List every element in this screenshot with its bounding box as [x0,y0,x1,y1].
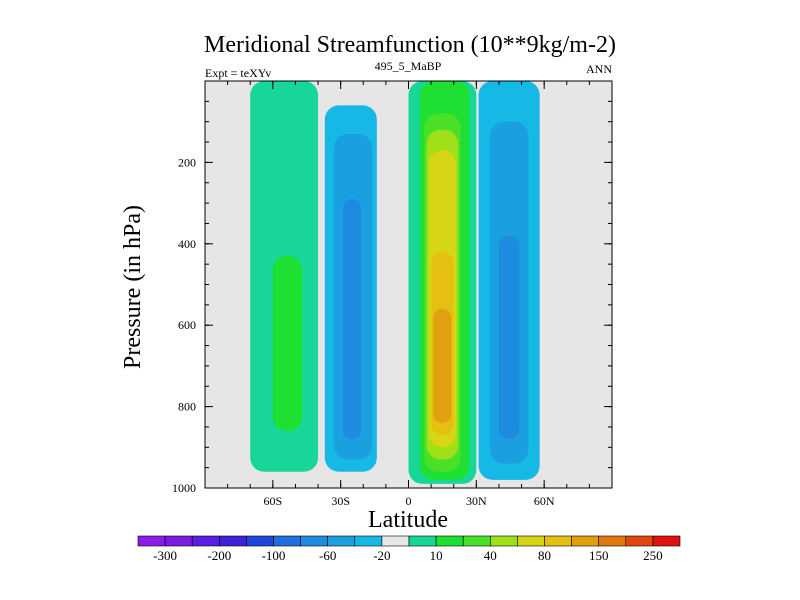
colorbar-label: -200 [207,548,231,563]
y-tick-label: 1000 [172,481,196,495]
colorbar-box [354,535,383,547]
y-tick-label: 600 [178,318,196,332]
y-tick-label: 400 [178,237,196,251]
colorbar-box [191,535,220,547]
colorbar-box [164,535,193,547]
plot-area [205,81,612,488]
colorbar-label: -20 [373,548,390,563]
chart-title: Meridional Streamfunction (10**9kg/m-2) [204,32,616,58]
x-axis-label: Latitude [368,507,448,533]
y-tick-label: 800 [178,400,196,414]
colorbar-box [598,535,627,547]
subtitle-left: Expt = teXYv [205,66,271,80]
subtitle-center: 495_5_MaBP [375,59,442,73]
contour-tropics-positive-core [433,308,452,423]
colorbar-label: 10 [430,548,443,563]
colorbar-label: -60 [319,548,336,563]
contour-nh-negative-inner [498,235,520,440]
x-tick-label: 0 [406,494,412,508]
x-tick-label: 30S [331,494,350,508]
colorbar-box [408,535,437,547]
contour-sh-negative-inner [342,199,362,440]
colorbar-label: 80 [538,548,551,563]
colorbar-box [137,535,166,547]
colorbar-label: 250 [643,548,663,563]
colorbar: -300 -200 -100 -60 -20 10 40 80 150 250 [137,535,681,563]
subtitle-right: ANN [586,62,612,76]
x-tick-label: 60N [534,494,555,508]
colorbar-box [273,535,301,547]
x-tick-label: 60S [263,494,282,508]
colorbar-label: -300 [153,548,177,563]
colorbar-box [435,535,464,547]
colorbar-box [544,535,572,547]
colorbar-box [625,535,654,547]
colorbar-box [489,535,518,547]
colorbar-box [300,535,329,547]
colorbar-box [219,535,247,547]
colorbar-box [462,535,491,547]
colorbar-label: -100 [262,548,286,563]
contour-sh-positive-inner [272,256,303,432]
colorbar-box [517,535,545,547]
colorbar-box [571,535,599,547]
colorbar-box [652,535,681,547]
colorbar-box [246,535,274,547]
colorbar-box [327,535,356,547]
colorbar-label: 150 [589,548,609,563]
colorbar-box [381,535,410,547]
x-tick-label: 30N [466,494,487,508]
y-axis-label: Pressure (in hPa) [120,205,146,369]
axes: 60S 30S 0 30N 60N 200 400 600 800 1000 [172,80,613,508]
y-tick-label: 200 [178,155,196,169]
colorbar-label: 40 [484,548,497,563]
